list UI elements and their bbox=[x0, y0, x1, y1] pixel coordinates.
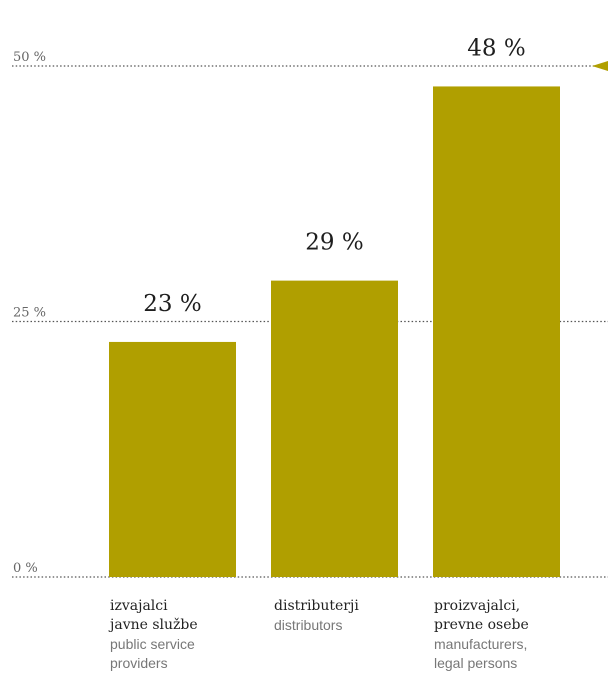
category-label-en: public service providers bbox=[110, 636, 195, 671]
category-label-manufacturers: proizvajalci, prevne osebe manufacturers… bbox=[434, 597, 584, 673]
y-tick-label: 0 % bbox=[13, 561, 38, 576]
value-label: 48 % bbox=[467, 35, 525, 61]
value-label: 29 % bbox=[305, 230, 363, 256]
category-label-en: manufacturers, legal persons bbox=[434, 636, 528, 671]
category-label-en: distributors bbox=[274, 617, 343, 633]
category-label-si: distributerji bbox=[274, 598, 359, 614]
category-label-public-service: izvajalci javne službe public service pr… bbox=[110, 597, 260, 673]
category-label-si: proizvajalci, prevne osebe bbox=[434, 598, 529, 633]
reference-arrow-icon bbox=[592, 61, 608, 71]
category-label-distributors: distributerji distributors bbox=[274, 597, 424, 635]
value-labels: 23 % 29 % 48 % bbox=[143, 35, 525, 317]
bar bbox=[271, 280, 398, 577]
y-tick-labels: 0 % 25 % 50 % bbox=[13, 50, 46, 576]
bar bbox=[433, 86, 560, 577]
category-label-si: izvajalci javne službe bbox=[110, 598, 198, 633]
value-label: 23 % bbox=[143, 291, 201, 317]
bars bbox=[109, 86, 560, 577]
y-tick-label: 50 % bbox=[13, 50, 46, 65]
bar bbox=[109, 341, 236, 577]
y-tick-label: 25 % bbox=[13, 306, 46, 321]
